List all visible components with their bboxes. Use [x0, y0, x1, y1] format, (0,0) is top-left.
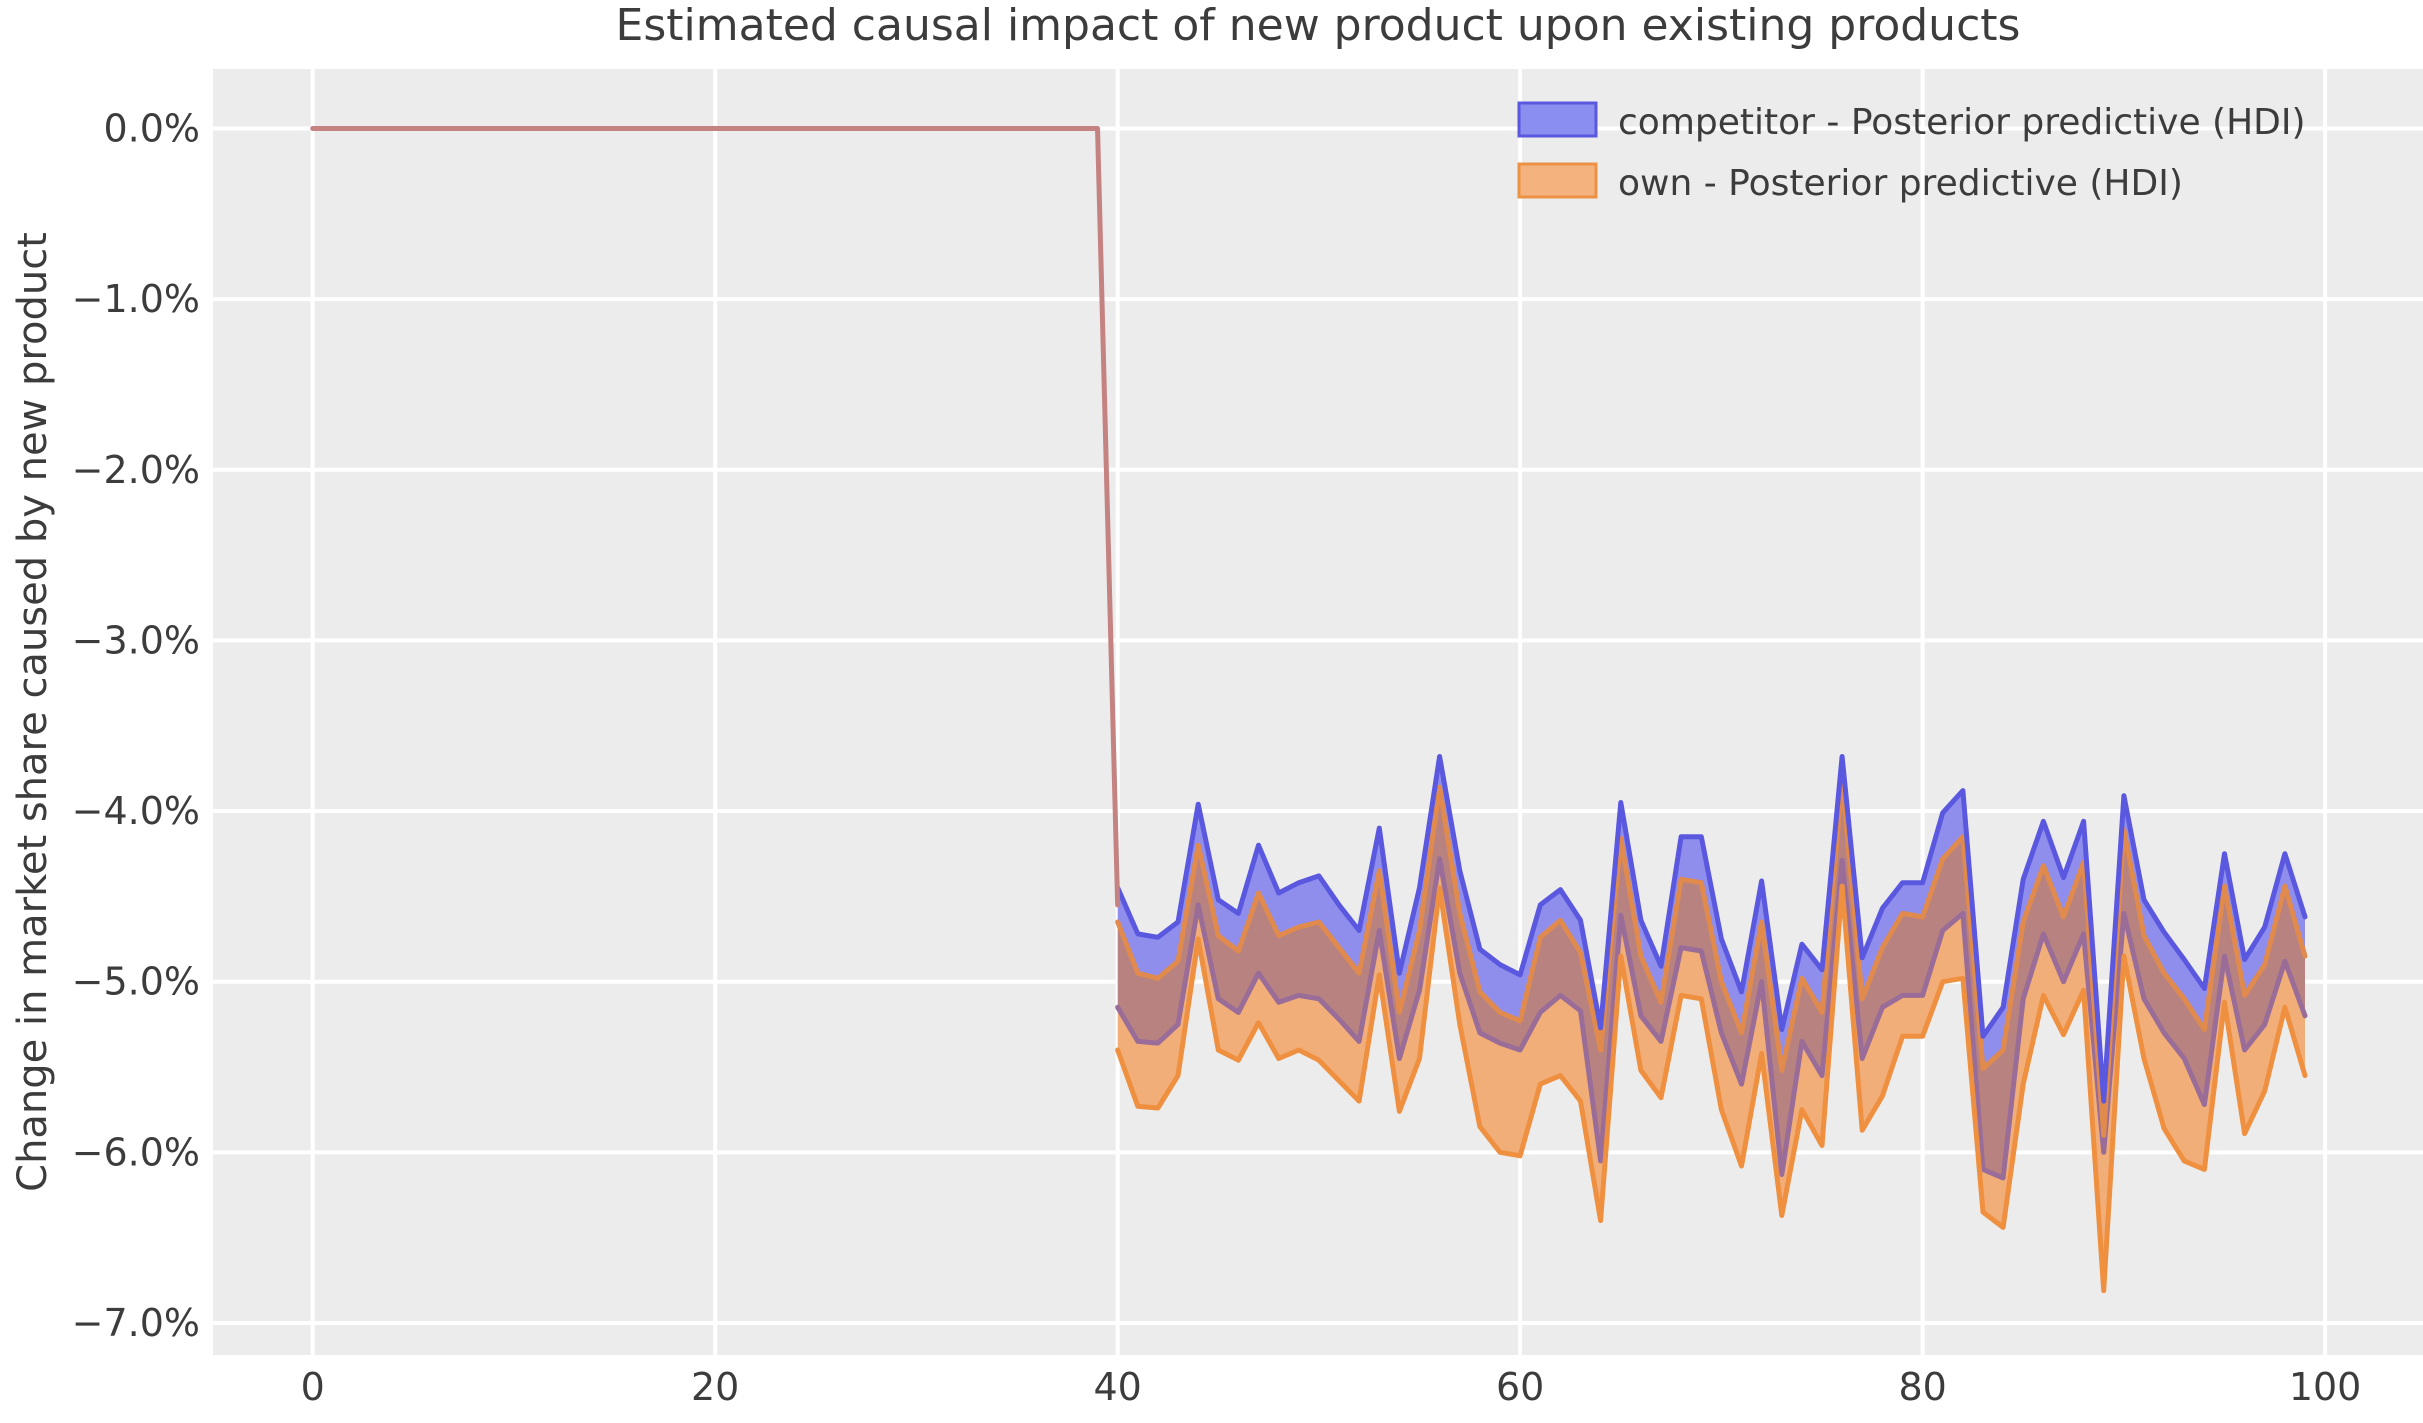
- hdi-overlap-band: [1117, 780, 2305, 1178]
- own-hdi-lower-edge: [1115, 883, 2308, 1294]
- x-tick-label: 60: [1496, 1365, 1544, 1409]
- y-tick-label: −7.0%: [72, 1301, 200, 1345]
- legend-item-competitor: competitor - Posterior predictive (HDI): [1517, 101, 2306, 143]
- pre-period-zero-line: [310, 126, 1121, 908]
- x-tick-label: 40: [1093, 1365, 1141, 1409]
- x-axis-tick-labels: 0 20 40 60 80 100: [301, 1365, 2362, 1409]
- x-tick-label: 100: [2289, 1365, 2362, 1409]
- y-tick-label: −5.0%: [72, 960, 200, 1004]
- competitor-hdi-upper-edge: [1115, 754, 2308, 1104]
- legend-label-own: own - Posterior predictive (HDI): [1618, 163, 2183, 204]
- chart-title: Estimated causal impact of new product u…: [616, 0, 2021, 51]
- y-axis-tick-labels: 0.0% −1.0% −2.0% −3.0% −4.0% −5.0% −6.0% −7.0%: [72, 107, 200, 1345]
- plot-area-background: [213, 69, 2423, 1355]
- legend-item-own: own - Posterior predictive (HDI): [1517, 162, 2183, 204]
- y-tick-label: −3.0%: [72, 618, 200, 662]
- y-tick-label: 0.0%: [103, 107, 200, 151]
- y-axis-label: Change in market share caused by new pro…: [10, 232, 56, 1192]
- y-tick-label: −4.0%: [72, 789, 200, 833]
- x-tick-label: 0: [301, 1365, 325, 1409]
- x-tick-label: 80: [1898, 1365, 1946, 1409]
- own-hdi-swatch: [1517, 162, 1598, 199]
- y-tick-label: −2.0%: [72, 448, 200, 492]
- y-tick-label: −6.0%: [72, 1130, 200, 1174]
- hdi-edge-lines: [310, 126, 2308, 1294]
- legend: competitor - Posterior predictive (HDI) …: [1517, 101, 2306, 204]
- competitor-hdi-swatch: [1517, 101, 1598, 138]
- y-tick-label: −1.0%: [72, 277, 200, 321]
- legend-label-competitor: competitor - Posterior predictive (HDI): [1618, 102, 2306, 143]
- x-tick-label: 20: [691, 1365, 739, 1409]
- competitor-hdi-band: [1117, 756, 2305, 1136]
